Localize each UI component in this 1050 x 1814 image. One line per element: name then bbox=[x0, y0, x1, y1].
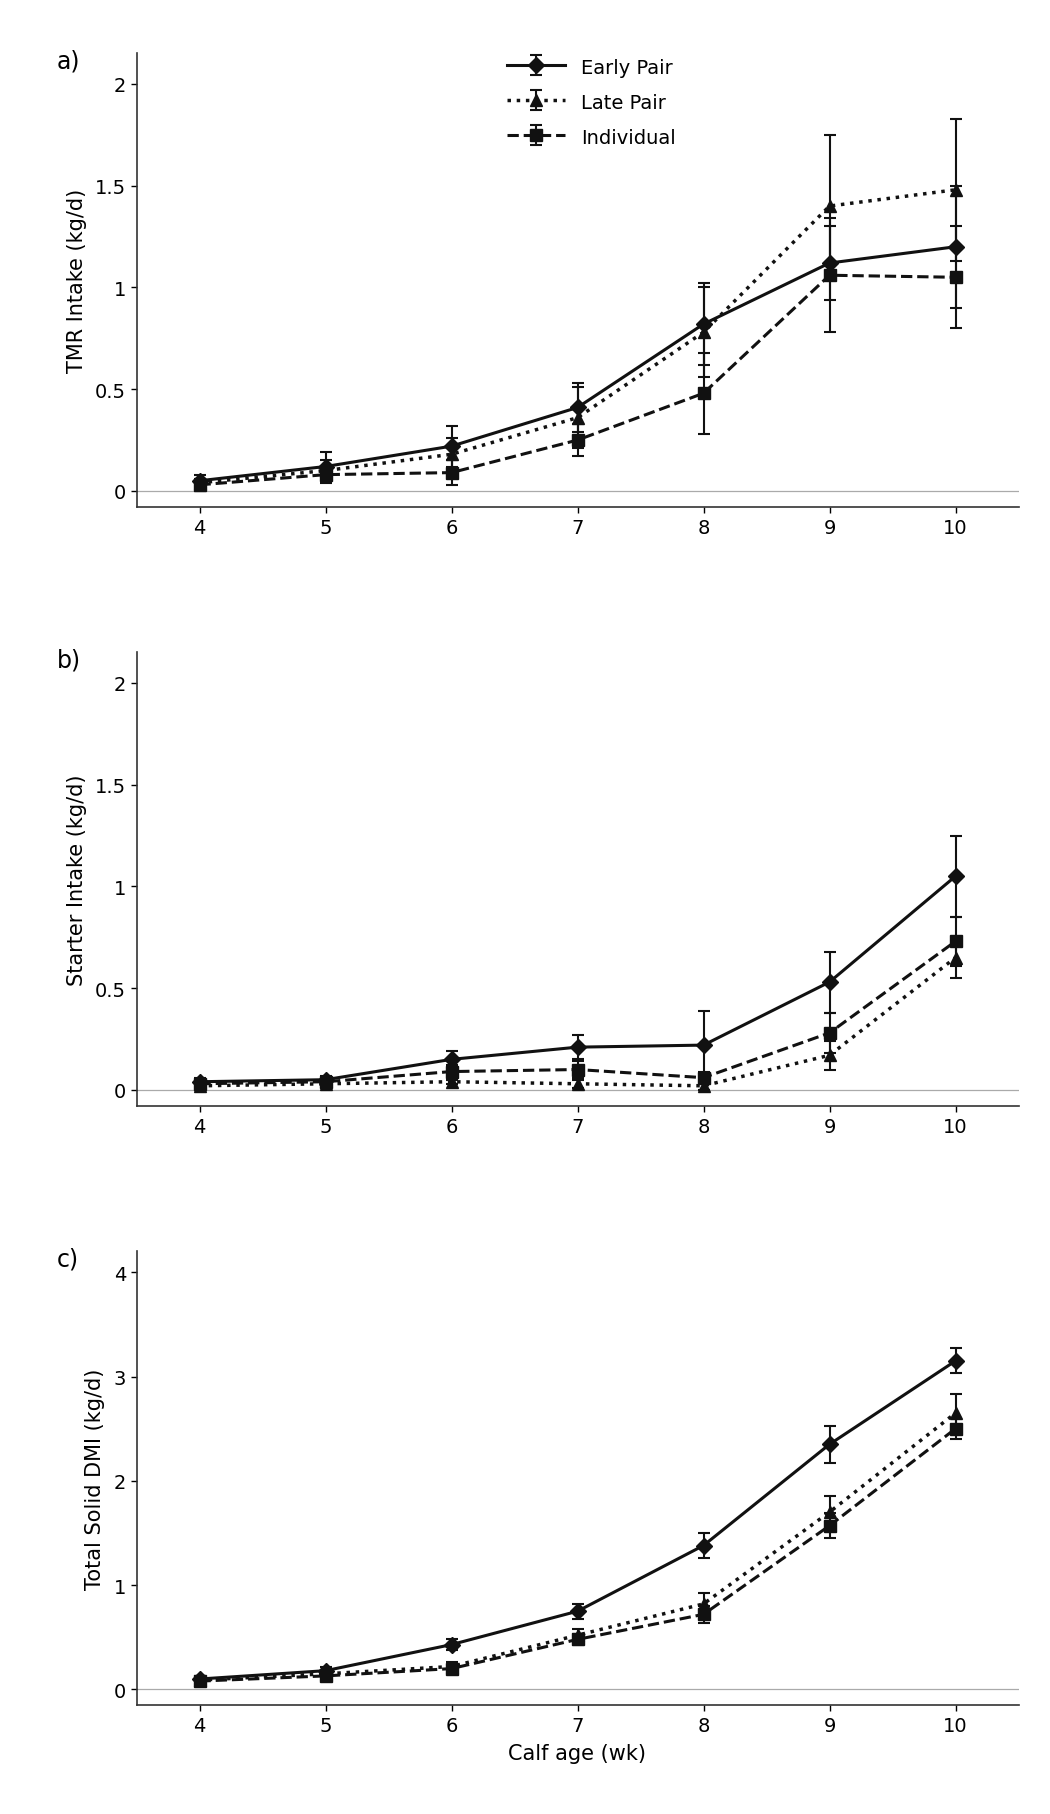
Text: b): b) bbox=[57, 649, 81, 673]
Y-axis label: TMR Intake (kg/d): TMR Intake (kg/d) bbox=[66, 189, 86, 374]
Text: a): a) bbox=[57, 51, 81, 74]
Y-axis label: Total Solid DMI (kg/d): Total Solid DMI (kg/d) bbox=[85, 1368, 105, 1589]
Y-axis label: Starter Intake (kg/d): Starter Intake (kg/d) bbox=[66, 775, 86, 985]
Legend: Early Pair, Late Pair, Individual: Early Pair, Late Pair, Individual bbox=[499, 51, 684, 156]
X-axis label: Calf age (wk): Calf age (wk) bbox=[508, 1743, 647, 1763]
Text: c): c) bbox=[57, 1248, 79, 1272]
